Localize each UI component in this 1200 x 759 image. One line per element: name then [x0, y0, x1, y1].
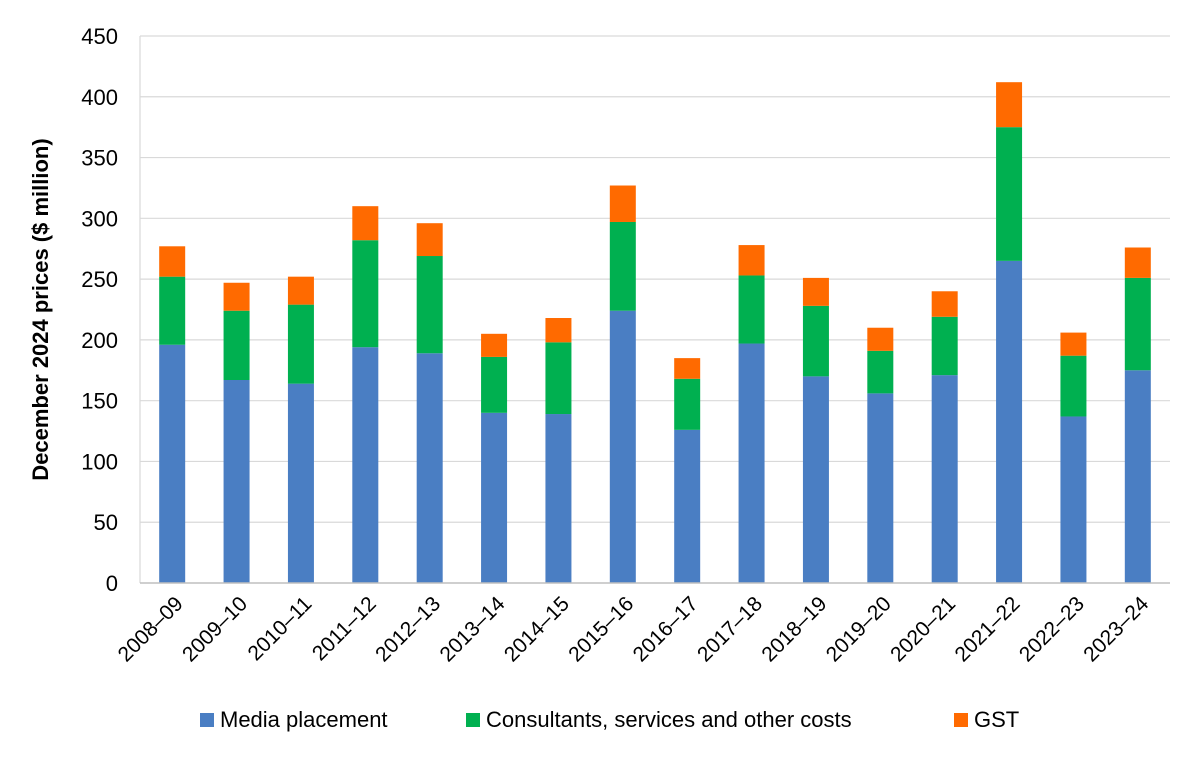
x-tick-label: 2012–13 — [371, 592, 445, 666]
bar-consultants — [996, 127, 1023, 261]
x-tick-label: 2016–17 — [629, 592, 703, 666]
bar-gst — [287, 276, 314, 305]
bar-media-placement — [931, 375, 958, 583]
bars — [159, 82, 1151, 583]
x-tick-label: 2023–24 — [1079, 592, 1153, 666]
x-tick-label: 2021–22 — [951, 592, 1025, 666]
y-tick-label: 300 — [81, 206, 118, 231]
legend-label: Media placement — [220, 707, 388, 732]
legend-label: GST — [974, 707, 1019, 732]
bar-consultants — [674, 378, 701, 430]
bar-consultants — [1124, 277, 1151, 371]
legend-swatch — [200, 713, 214, 727]
bar-consultants — [867, 350, 894, 394]
x-tick-label: 2020–21 — [886, 592, 960, 666]
y-axis-label: December 2024 prices ($ million) — [28, 138, 53, 480]
bar-media-placement — [609, 310, 636, 583]
x-axis-ticks: 2008–092009–102010–112011–122012–132013–… — [114, 592, 1154, 666]
legend-swatch — [466, 713, 480, 727]
bar-gst — [1060, 332, 1087, 356]
y-tick-label: 0 — [106, 571, 118, 596]
y-tick-label: 450 — [81, 24, 118, 49]
bar-media-placement — [159, 344, 186, 583]
legend: Media placement Consultants, services and… — [200, 707, 1019, 732]
bar-media-placement — [802, 376, 829, 583]
x-tick-label: 2014–15 — [500, 592, 574, 666]
y-tick-label: 150 — [81, 389, 118, 414]
y-axis-ticks: 0 50 100 150 200 250 300 350 400 450 — [81, 24, 118, 596]
bar-media-placement — [996, 260, 1023, 583]
bar-consultants — [931, 316, 958, 376]
bar-consultants — [416, 256, 443, 354]
y-tick-label: 100 — [81, 449, 118, 474]
bar-consultants — [352, 240, 379, 348]
bar-media-placement — [416, 353, 443, 583]
bar-gst — [738, 245, 765, 276]
x-tick-label: 2022–23 — [1015, 592, 1089, 666]
bar-consultants — [223, 310, 250, 381]
bar-gst — [1124, 247, 1151, 278]
bar-consultants — [545, 342, 572, 415]
legend-label: Consultants, services and other costs — [486, 707, 852, 732]
bar-gst — [609, 185, 636, 222]
y-tick-label: 250 — [81, 267, 118, 292]
legend-swatch — [954, 713, 968, 727]
bar-gst — [674, 358, 701, 379]
x-tick-label: 2011–12 — [308, 592, 381, 665]
x-tick-label: 2017–18 — [693, 592, 767, 666]
bar-media-placement — [738, 343, 765, 583]
bar-consultants — [287, 304, 314, 384]
bar-media-placement — [867, 393, 894, 583]
y-tick-label: 400 — [81, 85, 118, 110]
bar-consultants — [609, 221, 636, 311]
bar-gst — [223, 282, 250, 311]
bar-media-placement — [674, 429, 701, 583]
bar-consultants — [802, 305, 829, 377]
bar-media-placement — [352, 347, 379, 583]
bar-gst — [996, 82, 1023, 128]
y-tick-label: 200 — [81, 328, 118, 353]
bar-consultants — [738, 275, 765, 344]
x-tick-label: 2010–11 — [243, 592, 316, 665]
y-tick-label: 350 — [81, 146, 118, 171]
bar-gst — [867, 327, 894, 351]
bar-media-placement — [481, 412, 508, 583]
bar-gst — [416, 223, 443, 257]
bar-consultants — [1060, 355, 1087, 417]
x-tick-label: 2018–19 — [757, 592, 831, 666]
x-tick-label: 2019–20 — [822, 592, 896, 666]
bar-gst — [545, 318, 572, 343]
bar-media-placement — [545, 414, 572, 583]
bar-media-placement — [1060, 416, 1087, 583]
bar-media-placement — [287, 383, 314, 583]
bar-consultants — [481, 356, 508, 413]
bar-consultants — [159, 276, 186, 345]
x-tick-label: 2015–16 — [564, 592, 638, 666]
y-tick-label: 50 — [94, 510, 118, 535]
x-tick-label: 2013–14 — [436, 592, 510, 666]
bar-media-placement — [1124, 370, 1151, 583]
bar-media-placement — [223, 380, 250, 583]
bar-gst — [931, 291, 958, 317]
bar-gst — [481, 333, 508, 357]
bar-gst — [159, 246, 186, 277]
x-tick-label: 2008–09 — [114, 592, 188, 666]
x-tick-label: 2009–10 — [178, 592, 252, 666]
bar-gst — [802, 277, 829, 306]
bar-gst — [352, 206, 379, 241]
